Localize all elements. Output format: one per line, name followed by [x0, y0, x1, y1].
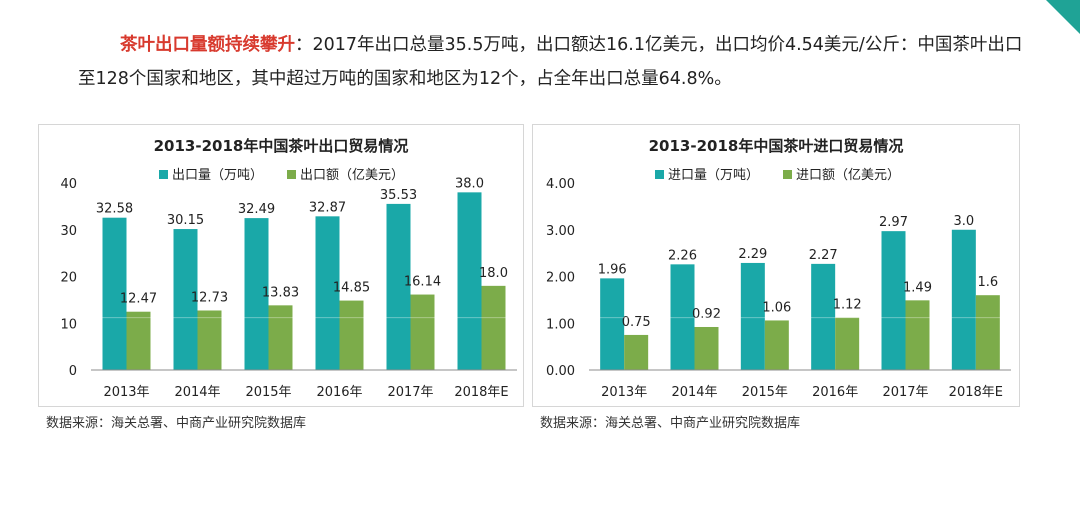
y-tick-label: 3.00 — [546, 224, 575, 239]
data-label: 2.26 — [668, 248, 697, 263]
data-label: 1.49 — [903, 280, 932, 295]
data-label: 0.92 — [692, 307, 721, 322]
y-tick-label: 10 — [60, 317, 77, 332]
chart-title: 2013-2018年中国茶叶进口贸易情况 — [649, 137, 904, 155]
y-tick-label: 20 — [60, 271, 77, 286]
data-label: 35.53 — [380, 188, 417, 203]
data-label: 38.0 — [455, 176, 484, 191]
x-tick-label: 2018年E — [949, 385, 1003, 400]
bar-export-value — [410, 294, 435, 370]
x-tick-label: 2015年 — [245, 385, 291, 400]
bar-import-value — [835, 317, 860, 370]
y-tick-label: 0.00 — [546, 364, 575, 379]
data-label: 32.49 — [238, 202, 275, 217]
x-tick-label: 2018年E — [454, 385, 508, 400]
data-label: 13.83 — [262, 285, 299, 300]
legend-swatch — [287, 170, 296, 179]
export-chart-panel: 2013-2018年中国茶叶出口贸易情况出口量（万吨） 出口额（亿美元） 0 10 20… — [38, 124, 524, 407]
intro-paragraph: 茶叶出口量额持续攀升：2017年出口总量35.5万吨，出口额达16.1亿美元，出… — [78, 28, 1028, 96]
import-chart-source: 数据来源：海关总署、中商产业研究院数据库 — [540, 416, 801, 431]
bar-import-volume — [951, 229, 976, 370]
bar-export-volume — [315, 216, 340, 370]
data-label: 1.06 — [762, 300, 791, 315]
data-label: 1.12 — [833, 298, 862, 313]
y-tick-label: 40 — [60, 177, 77, 192]
bar-export-value — [268, 305, 293, 370]
bar-import-volume — [811, 263, 836, 370]
data-label: 14.85 — [333, 281, 370, 296]
data-label: 12.73 — [191, 290, 228, 305]
bar-import-volume — [881, 231, 906, 370]
bar-export-value — [481, 285, 506, 370]
x-tick-label: 2014年 — [671, 385, 717, 400]
data-label: 12.47 — [120, 292, 157, 307]
bar-import-value — [624, 334, 649, 370]
data-label: 1.6 — [977, 275, 998, 290]
bar-export-volume — [244, 218, 269, 370]
x-tick-label: 2014年 — [174, 385, 220, 400]
y-tick-label: 1.00 — [546, 317, 575, 332]
y-tick-label: 4.00 — [546, 177, 575, 192]
bar-import-value — [764, 320, 789, 370]
x-tick-label: 2017年 — [882, 385, 928, 400]
data-label: 32.87 — [309, 200, 346, 215]
legend-swatch — [783, 170, 792, 179]
intro-text: ：2017年出口总量35.5万吨，出口额达16.1亿美元，出口均价4.54美元/… — [78, 35, 1023, 89]
legend-swatch — [159, 170, 168, 179]
legend-label: 进口额（亿美元） — [796, 168, 900, 183]
data-label: 18.0 — [479, 266, 508, 281]
data-label: 32.58 — [96, 202, 133, 217]
y-tick-label: 0 — [69, 364, 77, 379]
bar-export-volume — [457, 192, 482, 370]
bar-export-value — [339, 300, 364, 370]
data-label: 3.0 — [953, 214, 974, 229]
import-chart-panel: 2013-2018年中国茶叶进口贸易情况进口量（万吨） 进口额（亿美元） 0.00 1… — [532, 124, 1020, 407]
export-chart-source: 数据来源：海关总署、中商产业研究院数据库 — [46, 416, 307, 431]
corner-decoration — [1046, 0, 1080, 34]
legend-swatch — [655, 170, 664, 179]
data-label: 1.96 — [598, 262, 627, 277]
bar-export-volume — [173, 229, 198, 370]
bar-import-volume — [670, 264, 695, 370]
x-tick-label: 2013年 — [601, 385, 647, 400]
bar-import-value — [905, 300, 930, 370]
data-label: 16.14 — [404, 275, 441, 290]
bar-import-value — [694, 326, 719, 370]
bar-import-value — [975, 295, 1000, 370]
bar-export-volume — [102, 217, 127, 370]
x-tick-label: 2016年 — [316, 385, 362, 400]
legend-label: 出口量（万吨） — [172, 168, 263, 183]
x-tick-label: 2013年 — [103, 385, 149, 400]
data-label: 2.29 — [738, 247, 767, 262]
data-label: 30.15 — [167, 213, 204, 228]
bar-export-volume — [386, 203, 411, 370]
bar-export-value — [126, 311, 151, 370]
chart-title: 2013-2018年中国茶叶出口贸易情况 — [154, 137, 409, 155]
bar-import-volume — [740, 262, 765, 370]
y-tick-label: 30 — [60, 224, 77, 239]
data-label: 2.27 — [809, 248, 838, 263]
legend-label: 出口额（亿美元） — [300, 168, 404, 183]
x-tick-label: 2017年 — [387, 385, 433, 400]
bar-import-volume — [600, 278, 625, 370]
intro-highlight: 茶叶出口量额持续攀升 — [120, 35, 295, 55]
y-tick-label: 2.00 — [546, 271, 575, 286]
legend-label: 进口量（万吨） — [668, 168, 759, 183]
data-label: 2.97 — [879, 215, 908, 230]
bar-export-value — [197, 310, 222, 370]
x-tick-label: 2015年 — [742, 385, 788, 400]
x-tick-label: 2016年 — [812, 385, 858, 400]
data-label: 0.75 — [622, 315, 651, 330]
